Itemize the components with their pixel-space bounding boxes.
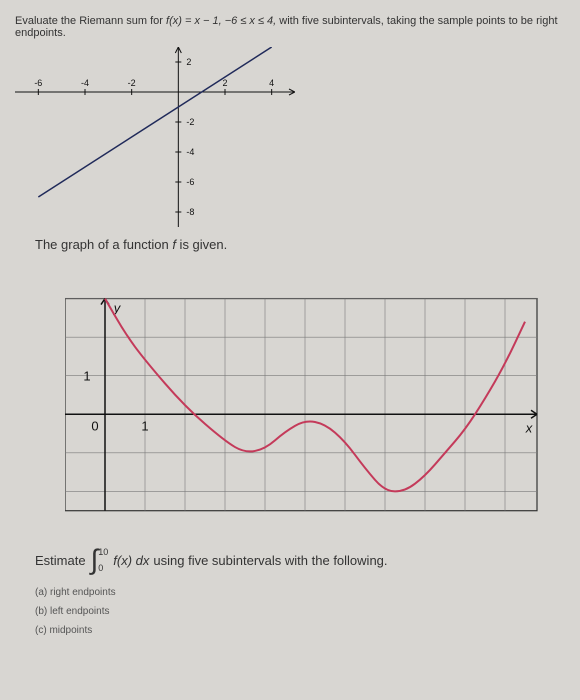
svg-text:1: 1 xyxy=(141,418,148,433)
svg-text:1: 1 xyxy=(83,369,90,384)
function-graph-chart: 110yx xyxy=(65,260,545,530)
option-b: (b) left endpoints xyxy=(35,606,565,617)
svg-text:-4: -4 xyxy=(186,147,194,157)
svg-text:x: x xyxy=(525,420,533,435)
svg-text:-6: -6 xyxy=(186,177,194,187)
integrand: f(x) dx xyxy=(113,553,149,568)
svg-text:4: 4 xyxy=(269,78,274,88)
answer-options: (a) right endpoints (b) left endpoints (… xyxy=(35,587,565,636)
integral-upper: 10 xyxy=(98,547,108,557)
integral-lower: 0 xyxy=(98,563,108,573)
graph-section-title: The graph of a function f is given. xyxy=(35,237,565,252)
q1-function: f(x) = x − 1, −6 ≤ x ≤ 4, xyxy=(166,15,276,27)
svg-text:2: 2 xyxy=(222,78,227,88)
estimate-suffix: using five subintervals with the followi… xyxy=(153,553,387,568)
svg-text:-6: -6 xyxy=(34,78,42,88)
svg-text:-4: -4 xyxy=(81,78,89,88)
q1-prefix: Evaluate the Riemann sum for xyxy=(15,15,166,27)
riemann-line-chart: -6 -4 -2 2 4 2 -2 -4 -6 -8 xyxy=(15,47,295,227)
option-c: (c) midpoints xyxy=(35,625,565,636)
question1-text: Evaluate the Riemann sum for f(x) = x − … xyxy=(15,15,565,39)
svg-text:-2: -2 xyxy=(128,78,136,88)
svg-text:-8: -8 xyxy=(186,207,194,217)
estimate-prefix: Estimate xyxy=(35,553,86,568)
option-a: (a) right endpoints xyxy=(35,587,565,598)
estimate-prompt: Estimate ∫ 10 0 f(x) dx using five subin… xyxy=(35,545,565,575)
svg-text:-2: -2 xyxy=(186,117,194,127)
svg-text:0: 0 xyxy=(91,418,98,433)
integral-symbol: ∫ 10 0 xyxy=(91,545,109,575)
svg-text:2: 2 xyxy=(186,57,191,67)
